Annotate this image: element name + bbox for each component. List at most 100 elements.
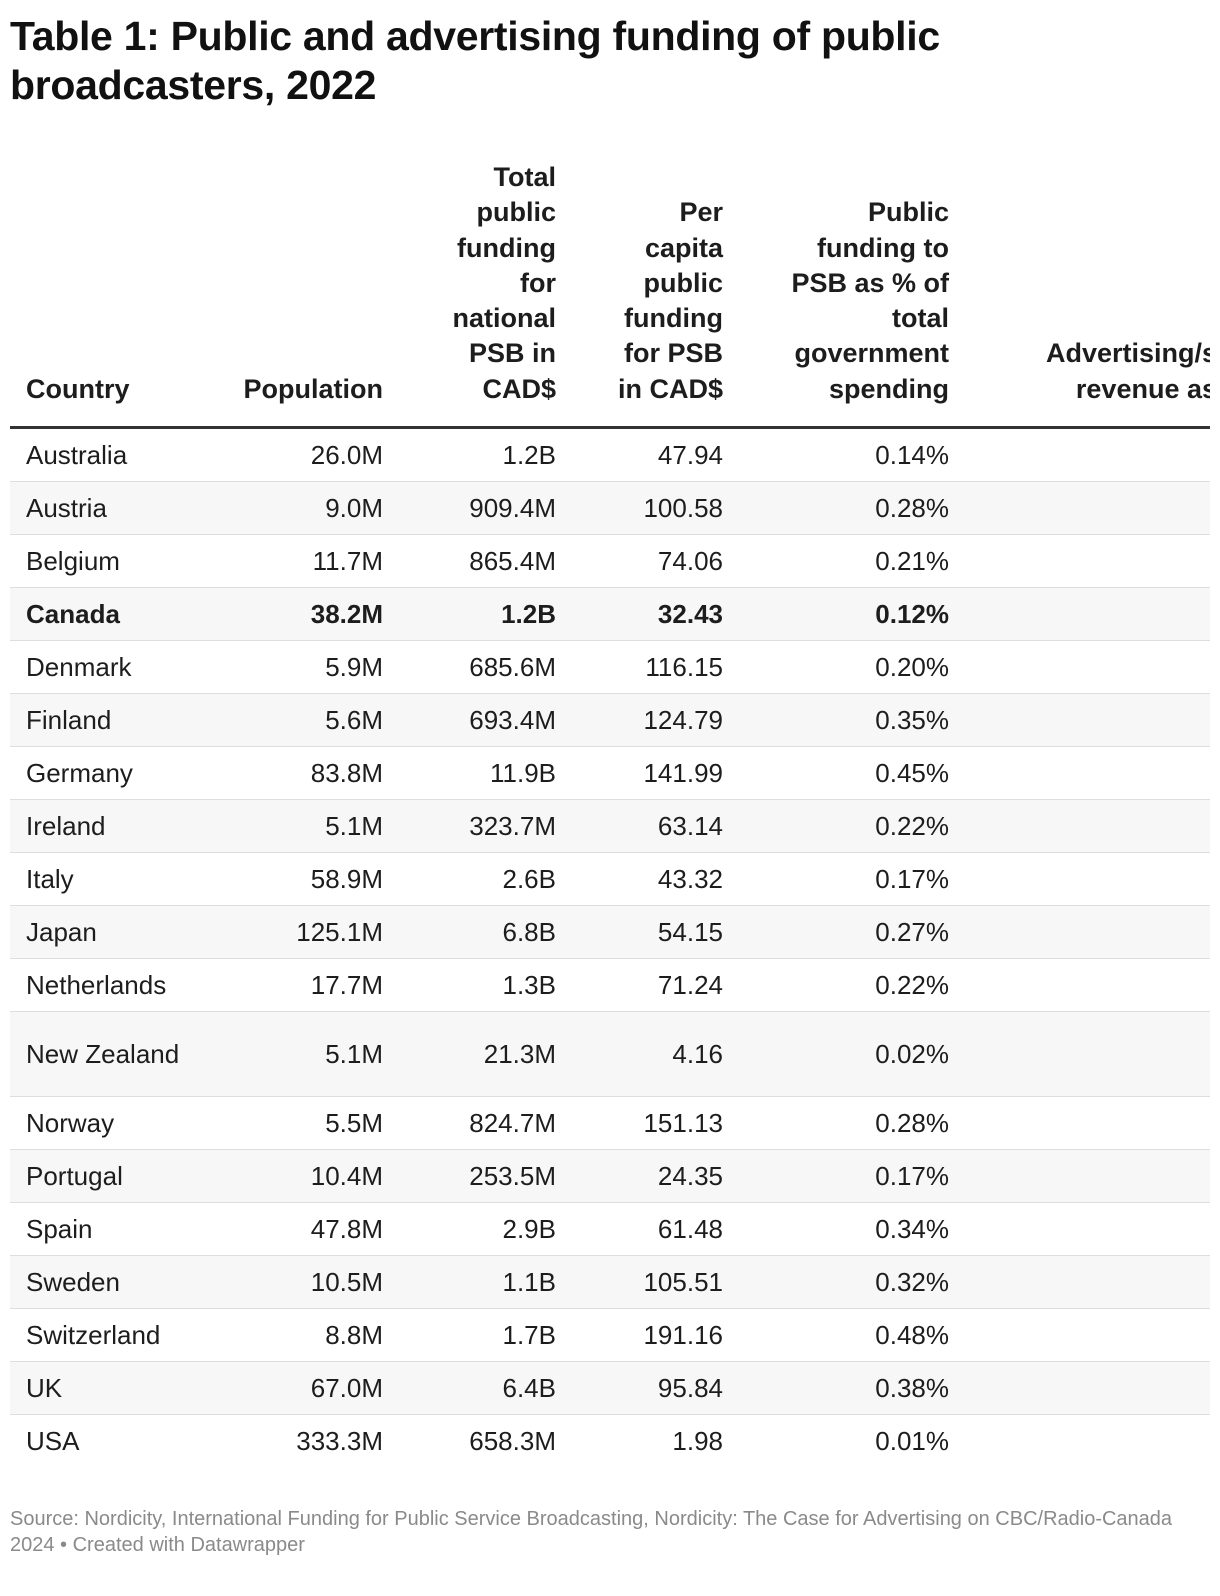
cell-country: Netherlands: [10, 958, 200, 1013]
cell-per-capita: 32.43: [556, 587, 723, 642]
col-header-advertising: Advertising/s revenue as: [949, 160, 1210, 430]
cell-pct-government: 0.35%: [723, 693, 949, 748]
cell-population: 47.8M: [200, 1202, 383, 1257]
cell-country: Australia: [10, 427, 200, 483]
cell-country: Norway: [10, 1096, 200, 1151]
cell-advertising: [949, 693, 1210, 748]
cell-advertising: [949, 1096, 1210, 1151]
cell-per-capita: 74.06: [556, 534, 723, 589]
cell-total-funding: 685.6M: [383, 640, 556, 695]
cell-per-capita: 63.14: [556, 799, 723, 854]
cell-population: 5.1M: [200, 799, 383, 854]
cell-population: 8.8M: [200, 1308, 383, 1363]
cell-total-funding: 6.8B: [383, 905, 556, 960]
cell-advertising: [949, 905, 1210, 960]
table-row: Finland 5.6M 693.4M 124.79 0.35%: [10, 693, 1210, 748]
cell-population: 5.9M: [200, 640, 383, 695]
cell-total-funding: 11.9B: [383, 746, 556, 801]
col-header-total-funding: Total public funding for national PSB in…: [383, 160, 556, 430]
cell-pct-government: 0.45%: [723, 746, 949, 801]
source-footnote: Source: Nordicity, International Funding…: [10, 1508, 1173, 1556]
cell-population: 17.7M: [200, 958, 383, 1013]
table-row: Canada 38.2M 1.2B 32.43 0.12%: [10, 587, 1210, 642]
cell-advertising: [949, 1415, 1210, 1468]
cell-pct-government: 0.27%: [723, 905, 949, 960]
cell-pct-government: 0.34%: [723, 1202, 949, 1257]
cell-per-capita: 95.84: [556, 1361, 723, 1416]
cell-advertising: [949, 534, 1210, 589]
cell-pct-government: 0.12%: [723, 587, 949, 642]
cell-country: Finland: [10, 693, 200, 748]
cell-population: 9.0M: [200, 481, 383, 536]
data-table-container: Country Population Total public funding …: [10, 160, 1210, 1467]
cell-total-funding: 1.2B: [383, 427, 556, 483]
cell-population: 58.9M: [200, 852, 383, 907]
funding-table: Country Population Total public funding …: [10, 160, 1210, 1467]
cell-population: 5.6M: [200, 693, 383, 748]
cell-country: Ireland: [10, 799, 200, 854]
cell-advertising: [949, 1011, 1210, 1098]
cell-advertising: [949, 799, 1210, 854]
cell-total-funding: 693.4M: [383, 693, 556, 748]
cell-population: 26.0M: [200, 427, 383, 483]
table-row: Belgium 11.7M 865.4M 74.06 0.21%: [10, 534, 1210, 589]
cell-pct-government: 0.14%: [723, 427, 949, 483]
cell-per-capita: 24.35: [556, 1149, 723, 1204]
col-header-per-capita: Per capita public funding for PSB in CAD…: [556, 160, 723, 430]
cell-country: Spain: [10, 1202, 200, 1257]
cell-advertising: [949, 746, 1210, 801]
table-row: Norway 5.5M 824.7M 151.13 0.28%: [10, 1096, 1210, 1151]
cell-population: 83.8M: [200, 746, 383, 801]
cell-country: Denmark: [10, 640, 200, 695]
cell-advertising: [949, 852, 1210, 907]
cell-population: 333.3M: [296, 1425, 383, 1456]
cell-advertising: [949, 1361, 1210, 1416]
cell-population: 125.1M: [200, 905, 383, 960]
cell-per-capita: 116.15: [556, 640, 723, 695]
cell-total-funding: 865.4M: [383, 534, 556, 589]
cell-pct-government: 0.48%: [723, 1308, 949, 1363]
cell-per-capita: 61.48: [556, 1202, 723, 1257]
cell-country: Germany: [10, 746, 200, 801]
cell-total-funding: 6.4B: [383, 1361, 556, 1416]
table-row: Denmark 5.9M 685.6M 116.15 0.20%: [10, 640, 1210, 695]
table-row: Portugal 10.4M 253.5M 24.35 0.17%: [10, 1149, 1210, 1204]
cell-per-capita: 1.98: [672, 1425, 723, 1456]
cell-advertising: [949, 640, 1210, 695]
cell-per-capita: 100.58: [556, 481, 723, 536]
cell-advertising: [949, 1255, 1210, 1310]
cell-per-capita: 4.16: [556, 1011, 723, 1098]
cell-advertising: [949, 958, 1210, 1013]
cell-per-capita: 71.24: [556, 958, 723, 1013]
cell-population: 5.1M: [200, 1011, 383, 1098]
cell-per-capita: 105.51: [556, 1255, 723, 1310]
cell-per-capita: 47.94: [556, 427, 723, 483]
table-row: Italy 58.9M 2.6B 43.32 0.17%: [10, 852, 1210, 907]
cell-pct-government: 0.32%: [723, 1255, 949, 1310]
table-row: Ireland 5.1M 323.7M 63.14 0.22%: [10, 799, 1210, 854]
cell-country: USA: [26, 1425, 80, 1456]
cell-pct-government: 0.02%: [723, 1011, 949, 1098]
cell-per-capita: 54.15: [556, 905, 723, 960]
table-row: USA 333.3M 658.3M 1.98 0.01%: [10, 1415, 1210, 1468]
cell-population: 5.5M: [200, 1096, 383, 1151]
col-header-population: Population: [200, 160, 383, 430]
cell-total-funding: 1.3B: [383, 958, 556, 1013]
cell-population: 10.5M: [200, 1255, 383, 1310]
cell-per-capita: 191.16: [556, 1308, 723, 1363]
cell-advertising: [949, 1202, 1210, 1257]
table-body: Australia 26.0M 1.2B 47.94 0.14% Austria 9.0M 9…: [10, 427, 1210, 1468]
cell-per-capita: 43.32: [556, 852, 723, 907]
table-row: Germany 83.8M 11.9B 141.99 0.45%: [10, 746, 1210, 801]
cell-advertising: [949, 587, 1210, 642]
cell-total-funding: 909.4M: [383, 481, 556, 536]
cell-total-funding: 824.7M: [383, 1096, 556, 1151]
cell-country: Austria: [10, 481, 200, 536]
table-row: Australia 26.0M 1.2B 47.94 0.14%: [10, 427, 1210, 483]
cell-country: Switzerland: [10, 1308, 200, 1363]
cell-total-funding: 658.3M: [469, 1425, 556, 1456]
cell-pct-government: 0.17%: [723, 1149, 949, 1204]
cell-country: Portugal: [10, 1149, 200, 1204]
cell-pct-government: 0.38%: [723, 1361, 949, 1416]
cell-per-capita: 124.79: [556, 693, 723, 748]
